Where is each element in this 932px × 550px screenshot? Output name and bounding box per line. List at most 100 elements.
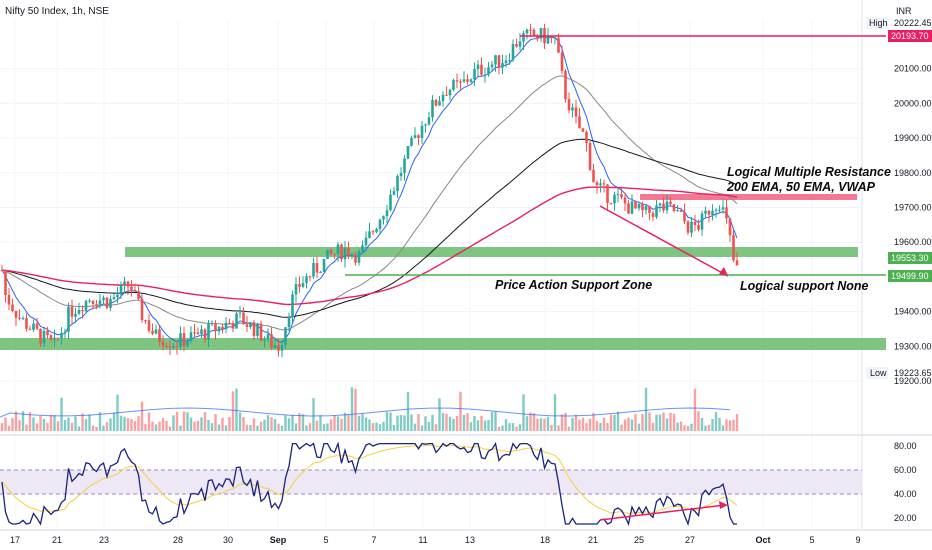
candle-body (25, 318, 28, 329)
candle-body (452, 80, 455, 90)
volume-bar (137, 416, 140, 431)
candle-body (7, 294, 11, 305)
candle-body (655, 205, 658, 217)
candle-body (56, 337, 60, 339)
candle-body (186, 341, 189, 347)
candle-body (137, 291, 140, 299)
candle-body (683, 211, 686, 222)
candle-body (609, 202, 613, 204)
candle-body (119, 284, 123, 295)
trend-arrow-line (599, 205, 729, 277)
volume-bar (683, 425, 686, 431)
candle-body (126, 281, 130, 287)
volume-bar (532, 413, 536, 431)
volume-bar (672, 413, 676, 431)
volume-bar (305, 425, 308, 431)
support-zone-note: Price Action Support Zone (495, 278, 652, 292)
volume-bar (508, 423, 511, 431)
volume-bar (378, 424, 382, 431)
volume-bar (238, 412, 242, 431)
volume-bar (417, 414, 420, 431)
high-label: High (869, 18, 888, 28)
candle-body (536, 35, 539, 39)
candle-body (312, 263, 315, 277)
volume-bar (371, 422, 375, 431)
volume-bar (714, 412, 718, 431)
candle-body (714, 209, 718, 211)
candle-body (487, 67, 490, 75)
candle-body (707, 210, 711, 215)
volume-bar (46, 422, 49, 431)
candle-body (298, 284, 301, 287)
candle-body (70, 306, 74, 317)
candle-body (711, 210, 714, 215)
candle-body (623, 197, 627, 204)
candle-body (88, 300, 91, 302)
candle-body (168, 346, 172, 348)
volume-bar (669, 412, 672, 431)
candle-body (231, 323, 235, 329)
candle-body (403, 158, 406, 174)
volume-bar (189, 417, 193, 431)
volume-bar (725, 419, 728, 431)
volume-bar (266, 415, 270, 431)
volume-bar (35, 423, 39, 431)
volume-bar (368, 419, 371, 431)
volume-bar (301, 414, 305, 431)
candle-body (228, 322, 231, 324)
candle-body (203, 329, 207, 340)
volume-bar (462, 414, 466, 431)
volume-bar (347, 414, 350, 431)
volume-bar (249, 425, 252, 431)
candle-body (557, 37, 560, 53)
candle-body (732, 235, 735, 261)
candle-body (431, 99, 434, 118)
volume-bar (448, 416, 452, 431)
volume-bar (186, 412, 189, 431)
candle-body (389, 194, 392, 211)
volume-bar (0, 423, 4, 431)
time-tick-label: 28 (173, 535, 183, 545)
volume-bar (270, 417, 273, 431)
volume-bar (375, 422, 378, 431)
candle-body (735, 260, 739, 266)
candle-body (326, 249, 329, 259)
low-badge (866, 367, 888, 379)
time-tick-label: Sep (270, 535, 287, 545)
candle-body (599, 183, 602, 186)
candle-body (147, 320, 151, 331)
volume-bar (599, 422, 602, 431)
volume-bar (567, 426, 571, 431)
candle-body (434, 99, 438, 106)
candle-body (130, 286, 133, 290)
volume-bar (536, 418, 539, 431)
volume-bar (193, 421, 196, 431)
rsi-panel (0, 441, 862, 527)
candle-body (721, 207, 725, 210)
candle-body (39, 328, 42, 344)
candle-body (413, 135, 417, 138)
candle-body (98, 300, 102, 306)
volume-bar (11, 418, 14, 431)
candle-body (571, 107, 574, 111)
time-tick-label: 27 (685, 535, 695, 545)
price-tag-value: 19499.90 (891, 271, 929, 281)
candle-body (123, 281, 126, 285)
time-tick-label: 5 (323, 535, 328, 545)
candle-body (679, 210, 683, 212)
candle-body (21, 318, 25, 320)
candle-body (532, 29, 536, 36)
candle-body (613, 194, 616, 204)
price-tick-label: 19300.00 (894, 341, 932, 351)
volume-bar (53, 415, 56, 431)
rsi-line (1, 441, 737, 527)
candle-body (67, 306, 70, 332)
volume-bar (662, 412, 665, 431)
candle-body (651, 213, 655, 217)
volume-bar (175, 411, 179, 431)
candle-body (333, 253, 336, 255)
candle-body (385, 210, 389, 217)
candle-body (217, 326, 221, 332)
candle-body (270, 334, 273, 348)
volume-bar (676, 422, 679, 431)
